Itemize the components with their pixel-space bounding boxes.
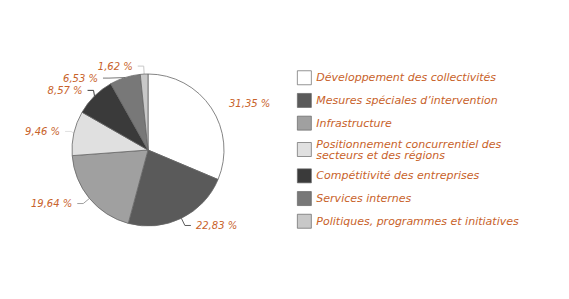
svg-text:Mesures spéciales d’interventi: Mesures spéciales d’intervention	[316, 94, 497, 107]
svg-text:1,62 %: 1,62 %	[98, 61, 133, 72]
svg-text:8,57 %: 8,57 %	[48, 85, 83, 96]
svg-text:Politiques, programmes et init: Politiques, programmes et initiatives	[316, 215, 519, 228]
svg-text:Positionnement concurrentiel d: Positionnement concurrentiel des	[316, 137, 502, 151]
svg-text:Développement des collectivité: Développement des collectivités	[316, 71, 496, 84]
svg-text:Services internes: Services internes	[316, 192, 411, 205]
svg-text:6,53 %: 6,53 %	[63, 73, 98, 84]
svg-text:9,46 %: 9,46 %	[25, 126, 60, 137]
svg-text:secteurs et des régions: secteurs et des régions	[316, 149, 445, 162]
svg-text:Compétitivité des entreprises: Compétitivité des entreprises	[316, 169, 479, 182]
svg-text:Infrastructure: Infrastructure	[316, 117, 392, 130]
svg-text:31,35 %: 31,35 %	[229, 98, 270, 109]
svg-text:22,83 %: 22,83 %	[196, 220, 237, 231]
svg-text:19,64 %: 19,64 %	[31, 198, 72, 209]
